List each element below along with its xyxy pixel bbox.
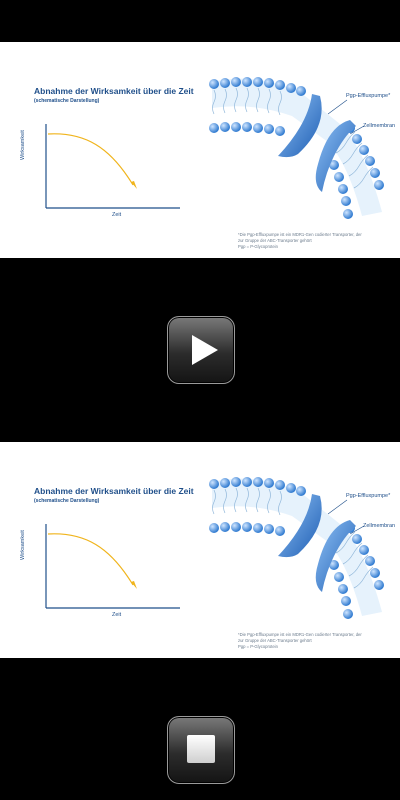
footnote: *Die Pgp-Effluxpumpe ist ein MDR1-Gen co… [238,232,398,250]
footnote-line: Pgp = P-Glycoprotein [238,244,278,250]
curve-arrowhead [131,181,137,189]
x-axis-label: Zeit [112,612,122,618]
video-frame-2: Abnahme der Wirksamkeit über die Zeit (s… [0,442,400,658]
footnote-line: zur Gruppe der ABC-Transporter gehört [238,238,312,244]
membrane-illustration [209,77,384,219]
efficacy-curve [47,133,134,186]
chart-subtitle: (schematische Darstellung) [34,498,100,504]
footnote-line: zur Gruppe der ABC-Transporter gehört [238,638,312,644]
chart-subtitle: (schematische Darstellung) [34,98,100,104]
efficacy-chart [45,124,180,209]
chart-title: Abnahme der Wirksamkeit über die Zeit [34,86,194,96]
stop-icon [187,735,215,763]
play-button[interactable] [167,316,235,384]
pump-shape-right [315,120,356,192]
efficacy-curve [47,533,134,586]
stop-button[interactable] [167,716,235,784]
y-axis-label: Wirksamkeit [20,530,26,560]
membrane-illustration [209,477,384,619]
efficacy-chart [45,524,180,609]
pump-shape-left [278,494,322,558]
membrane-label: Zellmembran [363,523,396,529]
chart-title: Abnahme der Wirksamkeit über die Zeit [34,486,194,496]
y-axis-label: Wirksamkeit [20,130,26,160]
pump-label: Pgp-Effluxpumpe* [346,93,391,99]
play-icon [192,335,218,365]
footnote-line: Pgp = P-Glycoprotein [238,644,278,650]
curve-arrowhead [131,581,137,589]
membrane-label: Zellmembran [363,123,396,129]
footnote-line: *Die Pgp-Effluxpumpe ist ein MDR1-Gen co… [238,232,362,237]
pump-shape-left [278,94,322,158]
footnote-line: *Die Pgp-Effluxpumpe ist ein MDR1-Gen co… [238,632,362,637]
footnote: *Die Pgp-Effluxpumpe ist ein MDR1-Gen co… [238,632,398,650]
x-axis-label: Zeit [112,212,122,218]
pump-label: Pgp-Effluxpumpe* [346,493,391,499]
video-frame-1: Abnahme der Wirksamkeit über die Zeit (s… [0,42,400,258]
pump-shape-right [315,520,356,592]
